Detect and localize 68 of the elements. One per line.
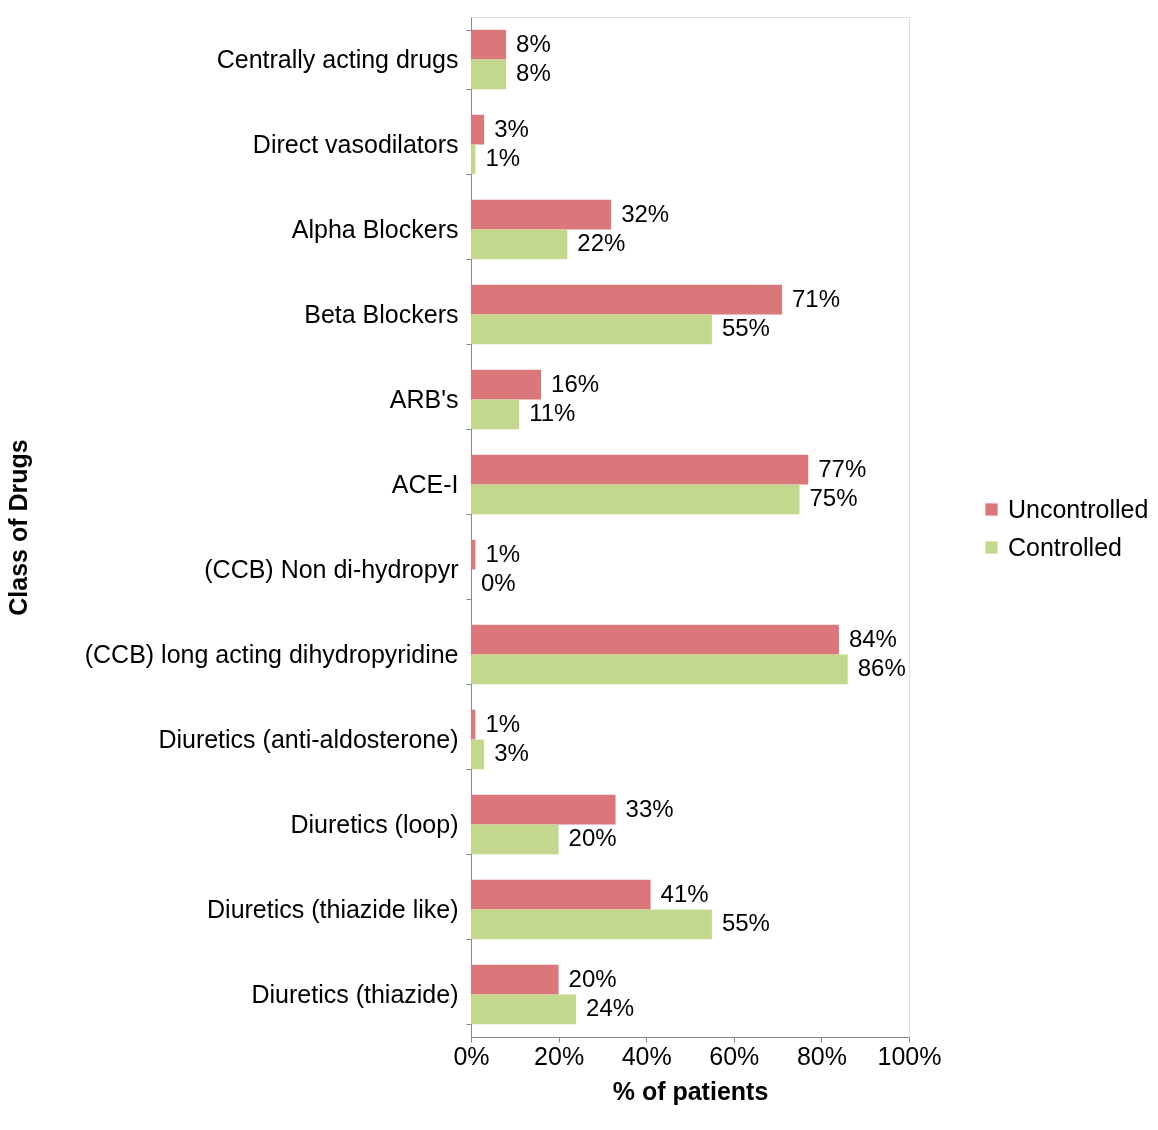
bar (471, 794, 616, 825)
data-label: 22% (577, 229, 626, 257)
bar (471, 399, 520, 430)
bar (471, 824, 559, 855)
bar (471, 739, 485, 770)
data-label: 41% (660, 879, 709, 907)
data-label: 55% (721, 314, 770, 342)
x-tick-label: 0% (453, 1041, 490, 1070)
y-tick-label: Diuretics (loop) (290, 810, 459, 838)
data-label: 3% (494, 114, 529, 142)
x-tick-label: 20% (534, 1041, 585, 1070)
bar (471, 454, 809, 485)
y-tick-label: Centrally acting drugs (216, 45, 459, 73)
bar (471, 909, 712, 940)
data-label: 20% (568, 964, 617, 992)
x-axis-title: % of patients (612, 1076, 769, 1105)
data-label: 16% (551, 369, 600, 397)
bar (471, 284, 782, 315)
legend-label: Controlled (1008, 532, 1122, 561)
data-label: 8% (516, 29, 551, 57)
data-label: 1% (485, 539, 521, 567)
data-label: 33% (625, 794, 674, 822)
bar (471, 964, 559, 995)
bar (471, 879, 651, 910)
data-label: 55% (721, 909, 770, 937)
y-tick-label: Beta Blockers (304, 300, 459, 328)
data-label: 75% (809, 484, 858, 512)
y-tick-label: ARB's (389, 385, 459, 413)
y-tick-label: ACE-I (391, 470, 459, 498)
y-tick-label: Diuretics (anti-aldosterone) (158, 725, 459, 753)
data-label: 1% (485, 144, 521, 172)
data-label: 8% (516, 59, 551, 87)
bar (471, 229, 568, 260)
y-tick-label: Diuretics (thiazide like) (207, 895, 459, 923)
y-tick-label: (CCB) long acting dihydropyridine (84, 640, 459, 668)
bar (471, 994, 577, 1025)
data-label: 84% (848, 624, 897, 652)
bar (471, 314, 712, 345)
data-label: 0% (481, 569, 516, 597)
data-label: 11% (529, 399, 576, 427)
data-label: 32% (621, 199, 670, 227)
bar (471, 624, 839, 655)
y-tick-label: Diuretics (thiazide) (251, 980, 459, 1008)
bar (471, 114, 485, 145)
bar (471, 199, 612, 230)
data-label: 77% (818, 454, 867, 482)
bar (471, 59, 507, 90)
x-tick-label: 80% (796, 1041, 847, 1070)
x-tick-label: 40% (621, 1041, 672, 1070)
bar (471, 369, 542, 400)
x-tick-label: 100% (877, 1041, 942, 1070)
bar (471, 709, 476, 740)
data-label: 1% (485, 709, 521, 737)
data-label: 71% (791, 284, 841, 312)
y-tick-label: Direct vasodilators (252, 130, 459, 158)
y-tick-label: Alpha Blockers (291, 215, 459, 243)
bar (471, 539, 476, 570)
data-label: 3% (494, 739, 529, 767)
data-label: 20% (568, 824, 617, 852)
bar (471, 654, 848, 685)
x-tick-label: 60% (709, 1041, 760, 1070)
data-label: 86% (857, 654, 906, 682)
y-axis-title: Class of Drugs (3, 439, 32, 616)
y-tick-label: (CCB) Non di-hydropyr (204, 555, 459, 583)
bar (471, 29, 507, 60)
legend-label: Uncontrolled (1008, 494, 1149, 523)
data-label: 24% (586, 994, 635, 1022)
bar (471, 484, 800, 515)
